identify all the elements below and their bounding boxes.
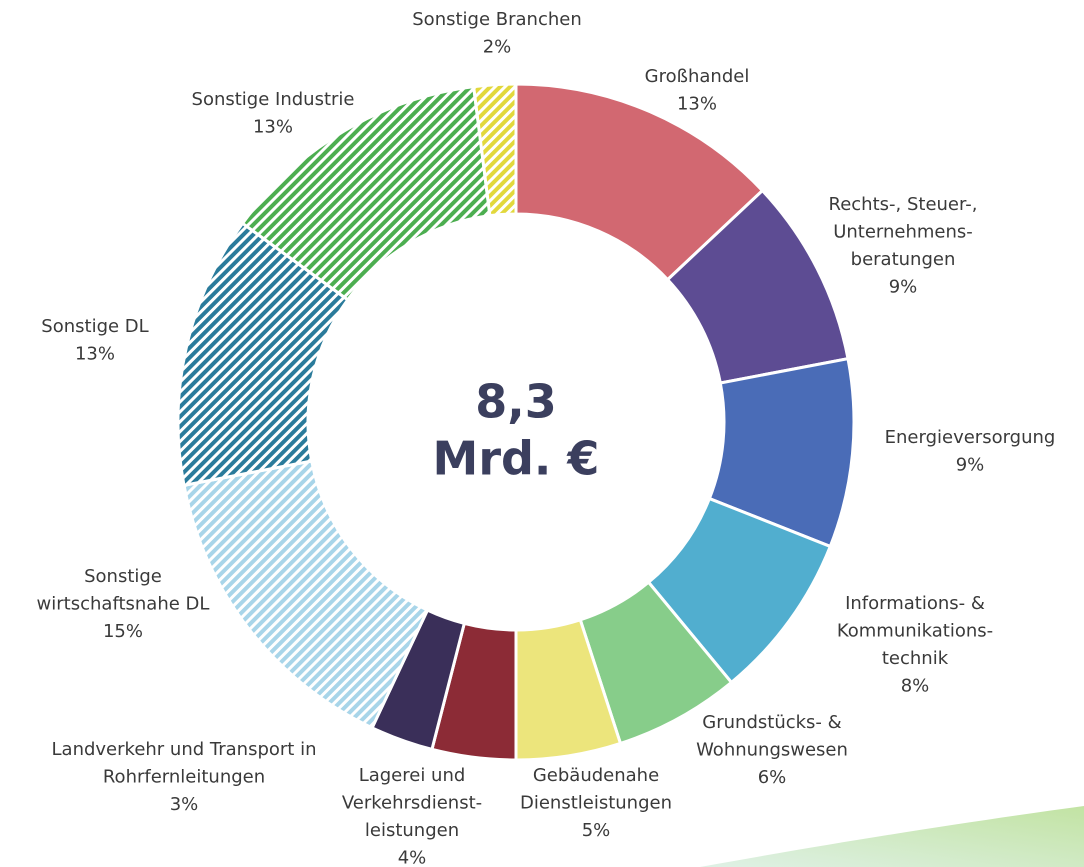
segment-value-label: 9% xyxy=(956,455,985,476)
segment-label: Sonstige Industrie xyxy=(192,89,355,110)
donut-segment xyxy=(182,459,430,730)
segment-value-label: 13% xyxy=(677,94,717,115)
segment-label: Lagerei und Verkehrsdienst-leistungen xyxy=(342,765,482,841)
donut-segment xyxy=(471,82,518,218)
segment-value-label: 9% xyxy=(889,277,918,298)
segment-value-label: 4% xyxy=(398,848,427,867)
segment-value-label: 8% xyxy=(901,676,930,697)
segment-label: Gebäudenahe Dienstleistungen xyxy=(520,765,672,814)
segment-label: Landverkehr und Transport in Rohrfernleit… xyxy=(52,739,317,788)
segment-value-label: 13% xyxy=(75,344,115,365)
segment-value-label: 3% xyxy=(170,794,199,815)
segment-label: Grundstücks- & Wohnungswesen xyxy=(696,712,848,761)
segment-value-label: 15% xyxy=(103,621,143,642)
segment-value-label: 6% xyxy=(758,767,787,788)
segment-label: Sonstige DL xyxy=(41,316,148,337)
center-value: 8,3 xyxy=(475,375,557,429)
segment-label: Sonstige wirtschaftsnahe DL xyxy=(37,566,210,615)
segment-label: Großhandel xyxy=(645,66,750,87)
segment-value-label: 2% xyxy=(483,37,512,58)
segment-label: Sonstige Branchen xyxy=(412,9,581,30)
segment-label: Energieversorgung xyxy=(885,427,1056,448)
segment-label: Rechts-, Steuer-, Unternehmens-beratungen xyxy=(829,194,978,270)
center-unit: Mrd. € xyxy=(433,432,600,486)
segment-label: Informations- & Kommunikations-technik xyxy=(837,593,993,669)
decoration xyxy=(700,806,1084,867)
segment-value-label: 5% xyxy=(582,820,611,841)
segment-value-label: 13% xyxy=(253,117,293,138)
